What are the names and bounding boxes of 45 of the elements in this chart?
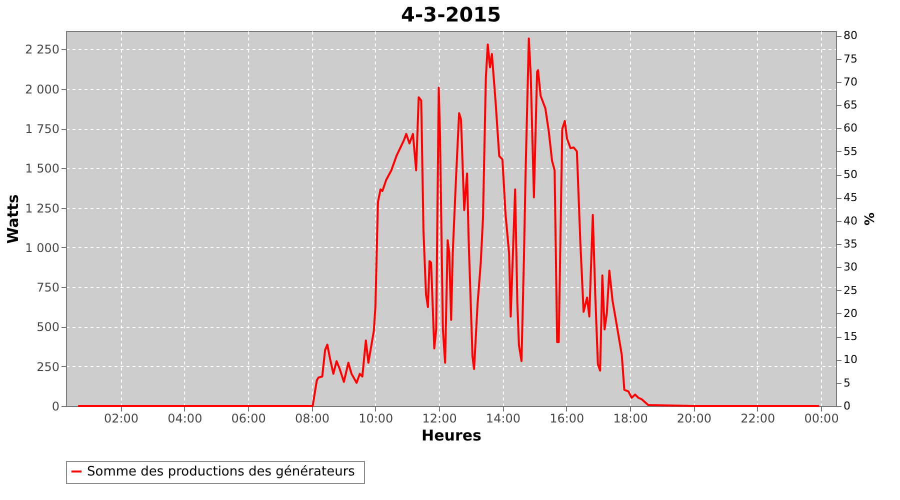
x-tick-label: 10:00	[358, 412, 394, 426]
x-tick-label: 00:00	[804, 412, 839, 426]
y2-tick-label: 25	[844, 284, 858, 297]
y-tick-label: 1 000	[25, 240, 60, 255]
x-axis-title: Heures	[422, 426, 482, 444]
y2-tick-label: 30	[844, 260, 858, 274]
y-tick-label: 1 250	[25, 201, 60, 216]
y-tick-label: 750	[36, 280, 60, 295]
x-tick-label: 12:00	[422, 412, 457, 426]
y-tick-label: 2 250	[25, 42, 60, 57]
x-tick-label: 08:00	[294, 412, 330, 426]
y2-tick-label: 15	[844, 330, 858, 344]
y2-tick-label: 55	[844, 144, 858, 158]
x-tick-label: 16:00	[550, 412, 584, 426]
y2-tick-label: 35	[844, 237, 858, 250]
y-axis-title: Watts	[4, 194, 22, 244]
y2-tick-label: 40	[844, 214, 858, 228]
x-tick-label: 02:00	[104, 412, 139, 426]
x-tick-label: 06:00	[231, 412, 266, 426]
y-tick-label: 500	[36, 320, 60, 334]
y2-tick-label: 50	[844, 168, 858, 182]
y2-tick-label: 80	[844, 29, 858, 42]
line-series	[77, 37, 820, 407]
x-tick-label: 22:00	[740, 412, 776, 426]
y-tick-label: 1 750	[25, 122, 60, 136]
y2-tick-label: 0	[844, 400, 850, 412]
chart-title: 4-3-2015	[400, 2, 502, 27]
y-tick-label: 2 000	[25, 82, 60, 96]
legend-label: Somme des productions des générateurs	[87, 464, 356, 480]
y2-tick-label: 70	[844, 75, 858, 88]
y2-tick-label: 45	[844, 191, 858, 204]
x-tick-label: 14:00	[486, 412, 521, 426]
y2-tick-label: 60	[844, 122, 858, 135]
x-tick-label: 18:00	[613, 412, 648, 426]
y2-tick-label: 5	[844, 376, 850, 390]
y-tick-label: 1 500	[25, 162, 60, 176]
y2-axis-title: %	[860, 212, 876, 226]
x-tick-label: 20:00	[676, 412, 712, 426]
y2-tick-label: 65	[844, 98, 858, 112]
x-tick-label: 04:00	[168, 412, 202, 426]
y2-tick-label: 10	[844, 353, 858, 366]
y-tick-label: 250	[36, 360, 60, 374]
y2-tick-label: 75	[844, 52, 858, 66]
y-tick-label: 0	[52, 400, 60, 414]
y2-tick-label: 20	[844, 306, 858, 320]
